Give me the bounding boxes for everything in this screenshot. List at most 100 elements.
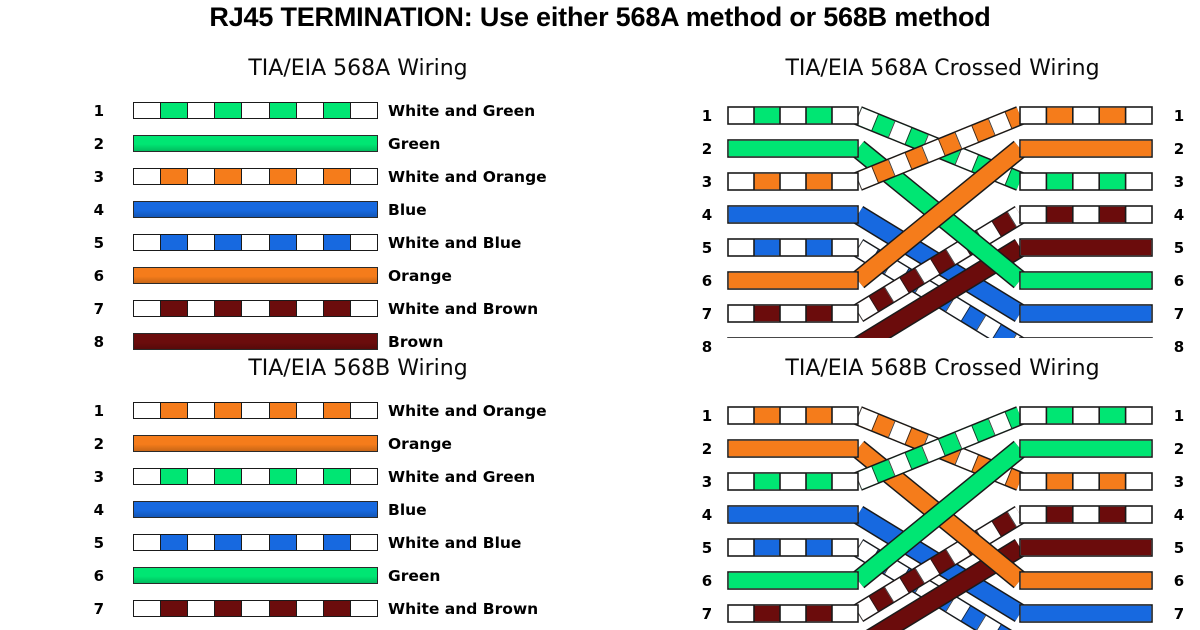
pin-number-left: 3 (701, 173, 713, 191)
wire-row: 8 Brown (78, 331, 638, 353)
pin-number-left: 8 (701, 338, 713, 356)
pin-number-left: 5 (701, 239, 713, 257)
wire-stub-right-solid-blue (1019, 604, 1153, 623)
wire-stripe-color (160, 469, 188, 484)
wire-bar-striped-blue (133, 234, 378, 251)
wire-stripe-color (214, 403, 242, 418)
wire-stripe-color (322, 601, 350, 616)
wire-stripe-white (134, 469, 161, 484)
pin-number-right: 3 (1173, 473, 1185, 491)
panel-568a-wiring-heading: TIA/EIA 568A Wiring (248, 56, 468, 81)
wire-row: 5 White and Blue (78, 232, 638, 254)
pin-number: 8 (93, 333, 104, 351)
pin-number: 3 (93, 168, 104, 186)
wire-stripe-color (268, 535, 296, 550)
wire-color-label: Orange (388, 435, 452, 453)
panel-568b-wiring-heading: TIA/EIA 568B Wiring (248, 356, 468, 381)
wire-stub-right-solid-brown (1019, 238, 1153, 257)
wire-row: 3 White and Orange (78, 166, 638, 188)
pin-number-left: 4 (701, 506, 713, 524)
pin-number: 5 (93, 234, 104, 252)
page-title: RJ45 TERMINATION: Use either 568A method… (209, 2, 991, 32)
wire-stripe-white (134, 601, 161, 616)
wire-stub-left-solid-blue (727, 505, 859, 524)
wire-stripe-white (187, 535, 215, 550)
wire-color-label: White and Green (388, 468, 536, 486)
wire-stripe-white (349, 601, 377, 616)
wire-stripe-color (160, 601, 188, 616)
wire-stripe-color (160, 301, 188, 316)
pin-number: 4 (93, 201, 104, 219)
wire-stub-right-solid-blue (1019, 304, 1153, 323)
wire-stripe-color (268, 103, 296, 118)
wire-stripe-color (160, 169, 188, 184)
pin-number-left: 4 (701, 206, 713, 224)
pin-number-left: 3 (701, 473, 713, 491)
wire-bar-striped-blue (133, 534, 378, 551)
pin-number: 3 (93, 468, 104, 486)
wire-color-label: White and Blue (388, 234, 522, 252)
wire-stripe-white (349, 469, 377, 484)
wire-stripe-color (214, 469, 242, 484)
wire-stripe-color (268, 403, 296, 418)
wire-stripe-white (134, 301, 161, 316)
wire-stripe-white (349, 235, 377, 250)
pin-number-left: 2 (701, 440, 713, 458)
wire-stub-left-solid-orange (727, 271, 859, 290)
wire-stripe-white (187, 301, 215, 316)
wire-stripe-color (214, 535, 242, 550)
wire-stub-right-striped-brown (1019, 205, 1153, 224)
wire-stripe-color (214, 169, 242, 184)
panel-568a-crossed-heading: TIA/EIA 568A Crossed Wiring (785, 56, 1100, 81)
wire-stripe-color (322, 169, 350, 184)
pin-number: 7 (93, 300, 104, 318)
wire-stub-right-solid-orange (1019, 571, 1153, 590)
wire-color-label: Brown (388, 333, 444, 351)
wire-color-label: Orange (388, 267, 452, 285)
pin-number: 4 (93, 501, 104, 519)
crossover-svg (727, 106, 1153, 338)
wire-stripe-white (241, 235, 269, 250)
pin-number-right: 1 (1173, 107, 1185, 125)
pin-number: 6 (93, 267, 104, 285)
pin-number-right: 6 (1173, 572, 1185, 590)
wire-stripe-color (322, 301, 350, 316)
wire-stripe-white (241, 535, 269, 550)
wire-color-label: White and Blue (388, 534, 522, 552)
wire-color-label: White and Brown (388, 600, 539, 618)
wire-stripe-color (160, 103, 188, 118)
wire-color-label: Blue (388, 501, 427, 519)
panel-568a-wiring: TIA/EIA 568A Wiring 1 White and Green 2 Gre… (78, 56, 638, 351)
pin-number-right: 5 (1173, 239, 1185, 257)
wire-bar-solid-green (133, 135, 378, 152)
wire-stub-right-striped-green (1019, 406, 1153, 425)
wire-stub-left-striped-brown (727, 304, 859, 323)
wire-stub-right-solid-green (1019, 439, 1153, 458)
crossover-wire-orange (851, 140, 1027, 289)
pin-number-left: 2 (701, 140, 713, 158)
wire-row: 1 White and Orange (78, 400, 638, 422)
wire-stripe-color (322, 103, 350, 118)
wire-stub-left-striped-blue (727, 238, 859, 257)
wire-color-label: White and Orange (388, 402, 547, 420)
pin-number-left: 1 (701, 107, 713, 125)
wire-stub-left-striped-blue (727, 538, 859, 557)
pin-number-left: 6 (701, 272, 713, 290)
pin-number-right: 3 (1173, 173, 1185, 191)
wire-stripe-white (241, 103, 269, 118)
pin-number-right: 1 (1173, 407, 1185, 425)
wire-stripe-white (349, 169, 377, 184)
wire-stripe-white (349, 301, 377, 316)
panel-568b-crossed-heading: TIA/EIA 568B Crossed Wiring (785, 356, 1100, 381)
wire-stripe-color (322, 469, 350, 484)
pin-number: 5 (93, 534, 104, 552)
wire-color-label: Blue (388, 201, 427, 219)
wire-stripe-white (295, 169, 323, 184)
wire-row: 4 Blue (78, 199, 638, 221)
panel-568b-crossed-wiring: TIA/EIA 568B Crossed Wiring 123456781234… (690, 356, 1195, 630)
wire-stripe-color (268, 469, 296, 484)
panel-568b-wiring: TIA/EIA 568B Wiring 1 White and Orange 2 Or… (78, 356, 638, 630)
wire-stripe-white (134, 169, 161, 184)
wire-stripe-color (160, 403, 188, 418)
